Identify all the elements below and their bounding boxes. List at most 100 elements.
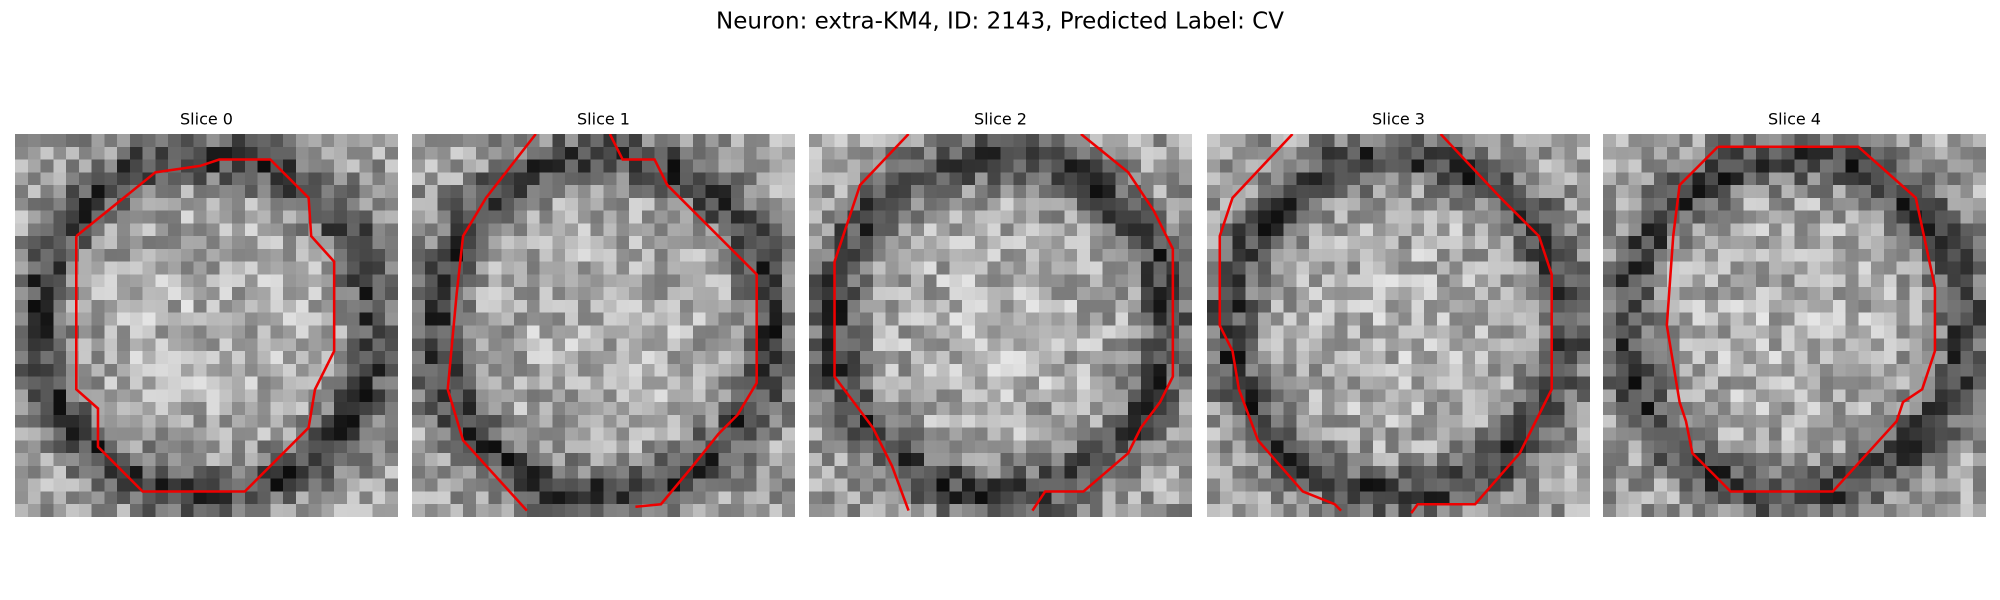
pixel [1309, 389, 1323, 403]
pixel [1102, 402, 1117, 416]
pixel [1871, 491, 1885, 505]
pixel [756, 210, 771, 225]
pixel [1692, 299, 1706, 314]
pixel [1628, 402, 1642, 416]
pixel [1922, 223, 1936, 237]
pixel [1089, 159, 1104, 173]
pixel [539, 414, 554, 429]
pixel [1500, 287, 1515, 301]
pixel [1871, 159, 1885, 173]
pixel [270, 210, 284, 225]
pixel [923, 172, 938, 186]
pixel [1922, 440, 1936, 454]
pixel [936, 197, 951, 212]
pixel [78, 338, 93, 352]
pixel [1077, 414, 1091, 429]
pixel [1564, 274, 1578, 288]
pixel [860, 210, 874, 225]
pixel [526, 325, 541, 339]
pixel [552, 248, 566, 263]
pixel [283, 478, 297, 493]
pixel [1026, 351, 1040, 365]
pixel [1283, 351, 1298, 365]
pixel [962, 351, 976, 365]
pixel [1564, 338, 1578, 352]
pixel [1794, 504, 1808, 517]
pixel [1064, 185, 1078, 199]
pixel [15, 236, 29, 250]
pixel [117, 402, 131, 416]
pixel [91, 185, 106, 199]
pixel [1960, 465, 1974, 480]
pixel [1717, 146, 1732, 161]
pixel [180, 210, 195, 225]
pixel [860, 134, 874, 148]
pixel [437, 427, 451, 442]
pixel [1449, 146, 1463, 161]
pixel [40, 261, 54, 276]
pixel [577, 376, 592, 390]
pixel [1077, 402, 1091, 416]
pixel [911, 210, 925, 225]
pixel [1730, 427, 1745, 442]
pixel [1334, 402, 1349, 416]
pixel [359, 465, 374, 480]
pixel [295, 261, 310, 276]
pixel [731, 185, 745, 199]
pixel [667, 159, 681, 173]
pixel [590, 197, 605, 212]
pixel [1922, 491, 1936, 505]
pixel [1089, 427, 1104, 442]
pixel [667, 287, 681, 301]
pixel [1654, 159, 1668, 173]
pixel [1603, 338, 1617, 352]
pixel [1615, 274, 1630, 288]
pixel [1013, 491, 1027, 505]
pixel [1500, 312, 1515, 327]
pixel [1526, 363, 1540, 378]
pixel [616, 312, 630, 327]
pixel [1296, 146, 1310, 161]
pixel [654, 287, 668, 301]
pixel [911, 146, 925, 161]
pixel [1398, 325, 1412, 339]
pixel [232, 274, 246, 288]
pixel [91, 223, 106, 237]
pixel [1743, 172, 1757, 186]
pixel [1013, 223, 1027, 237]
pixel [539, 210, 554, 225]
pixel [450, 261, 464, 276]
pixel [603, 223, 617, 237]
pixel [1372, 274, 1387, 288]
pixel [1089, 338, 1104, 352]
pixel [1564, 363, 1578, 378]
pixel [1372, 465, 1387, 480]
pixel [987, 312, 1002, 327]
pixel [437, 453, 451, 467]
pixel [1283, 210, 1298, 225]
pixel [1717, 325, 1732, 339]
pixel [232, 146, 246, 161]
pixel [641, 465, 656, 480]
pixel [193, 338, 208, 352]
pixel [424, 223, 439, 237]
pixel [1628, 287, 1642, 301]
pixel [385, 223, 398, 237]
pixel [334, 363, 348, 378]
pixel [424, 325, 439, 339]
pixel [1232, 134, 1246, 148]
pixel [603, 146, 617, 161]
pixel [949, 478, 963, 493]
pixel [1219, 453, 1234, 467]
pixel [1794, 363, 1808, 378]
pixel [78, 274, 93, 288]
pixel [27, 197, 42, 212]
pixel [1051, 274, 1065, 288]
pixel [1551, 287, 1566, 301]
pixel [1768, 402, 1783, 416]
pixel [1411, 261, 1425, 276]
pixel [1603, 185, 1617, 199]
pixel [66, 134, 80, 148]
pixel [1360, 427, 1374, 442]
pixel [359, 261, 374, 276]
